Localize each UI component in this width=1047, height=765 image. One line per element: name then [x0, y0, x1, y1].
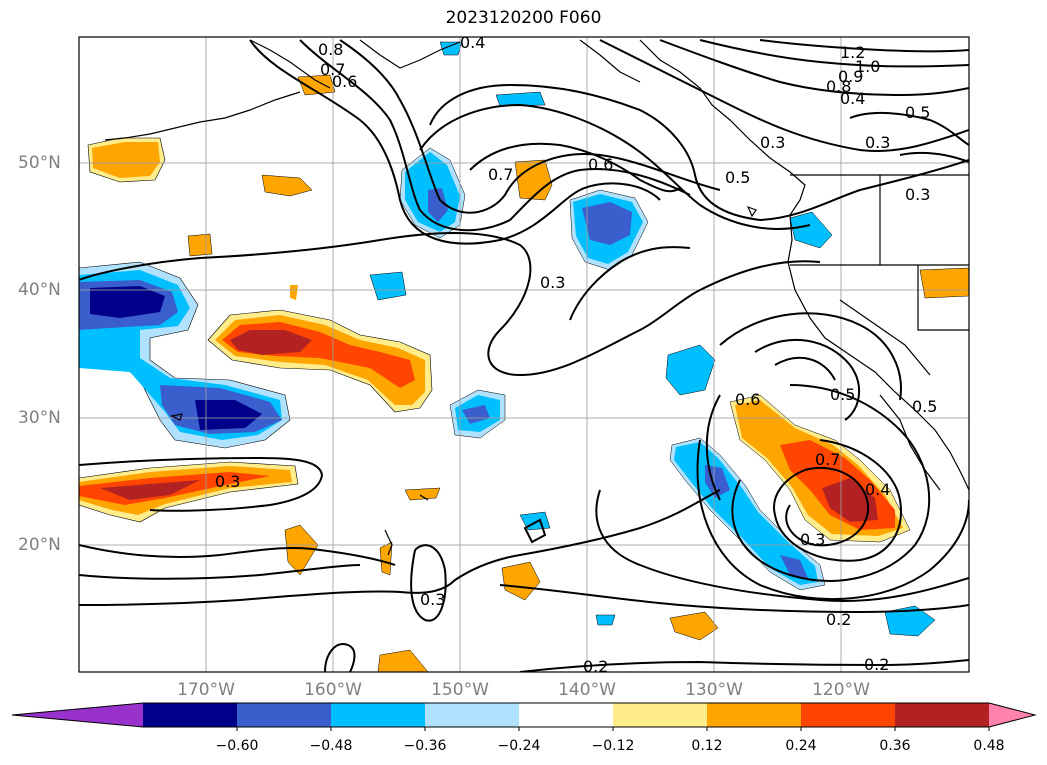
contour-label: 0.3: [215, 472, 240, 491]
contour-label: 0.4: [840, 89, 865, 108]
colorbar-extend-min: [12, 703, 143, 727]
colorbar-tick-label: 0.36: [879, 738, 911, 754]
colorbar-segment: [143, 703, 238, 727]
contour-label: 0.7: [488, 165, 513, 184]
colorbar-tick-label: −0.12: [591, 738, 635, 754]
lon-label-170w: 170°W: [177, 680, 235, 700]
contour-label: 0.7: [320, 60, 345, 79]
colorbar-segment: [237, 703, 332, 727]
map-frame: [78, 36, 970, 673]
contour-label: 0.5: [912, 397, 937, 416]
contour-label: 0.3: [420, 590, 445, 609]
contour-label: 0.8: [826, 77, 851, 96]
colorbar-segment: [707, 703, 802, 727]
contour-label: 0.9: [838, 67, 863, 86]
lon-label-160w: 160°W: [304, 680, 362, 700]
contour-lines: [79, 39, 969, 672]
colorbar-tick-label: −0.60: [215, 738, 259, 754]
colorbar-segment: [425, 703, 520, 727]
contour-label: 0.3: [800, 530, 825, 549]
contour-label: 0.5: [725, 168, 750, 187]
colorbar: [11, 702, 1037, 731]
contour-label: 0.5: [905, 103, 930, 122]
coastlines: [104, 39, 969, 556]
colorbar-tick-label: 0.48: [973, 738, 1005, 754]
colorbar-segment: [519, 703, 614, 727]
lon-label-140w: 140°W: [558, 680, 616, 700]
contour-label: 0.5: [830, 385, 855, 404]
contour-label: 0.2: [583, 657, 608, 676]
contour-label: 0.6: [588, 155, 613, 174]
contour-label: 0.3: [905, 185, 930, 204]
contour-label-group: 0.8 0.7 0.6 0.4 1.2 1.0 0.9 0.8 0.4 0.5 …: [215, 33, 937, 676]
contour-label: 1.2: [840, 43, 865, 62]
contour-label: 0.8: [318, 40, 343, 59]
lon-label-130w: 130°W: [685, 680, 743, 700]
lat-label-20n: 20°N: [18, 535, 61, 555]
colorbar-outline: [11, 702, 1037, 728]
lat-label-30n: 30°N: [18, 408, 61, 428]
lon-label-150w: 150°W: [431, 680, 489, 700]
colorbar-tick-label: 0.12: [691, 738, 723, 754]
contour-label: 0.3: [540, 273, 565, 292]
contour-label: 0.7: [815, 450, 840, 469]
contour-label: 0.2: [864, 655, 889, 674]
colorbar-segment: [801, 703, 896, 727]
contour-label: 0.2: [826, 610, 851, 629]
contour-label: 0.4: [460, 33, 485, 52]
lat-label-40n: 40°N: [18, 280, 61, 300]
contour-label: 0.3: [865, 133, 890, 152]
map-title: 2023120200 F060: [445, 8, 602, 28]
map-layers: 0.8 0.7 0.6 0.4 1.2 1.0 0.9 0.8 0.4 0.5 …: [79, 33, 969, 676]
contour-label: 0.4: [865, 480, 890, 499]
filled-shading: [79, 41, 969, 672]
colorbar-extend-max: [989, 703, 1035, 727]
contour-label: 1.0: [855, 57, 880, 76]
colorbar-tick-label: −0.24: [497, 738, 541, 754]
contour-label: 0.6: [332, 72, 357, 91]
colorbar-tick-label: −0.48: [309, 738, 353, 754]
colorbar-segment: [895, 703, 990, 727]
colorbar-tick-label: 0.24: [785, 738, 817, 754]
colorbar-segment: [331, 703, 426, 727]
contour-label: 0.6: [735, 390, 760, 409]
contour-label: 0.3: [760, 133, 785, 152]
colorbar-segment: [613, 703, 708, 727]
colorbar-tick-label: −0.36: [403, 738, 447, 754]
lat-label-50n: 50°N: [18, 153, 61, 173]
lon-label-120w: 120°W: [812, 680, 870, 700]
